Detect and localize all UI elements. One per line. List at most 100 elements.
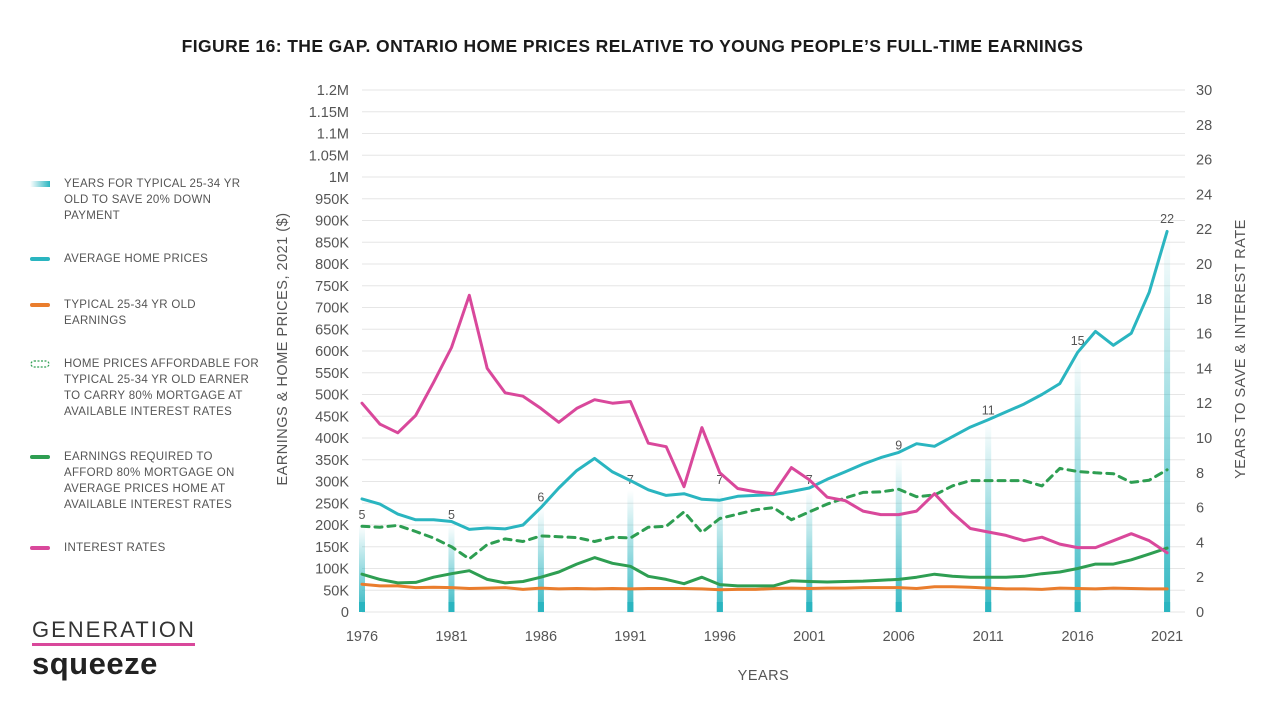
legend-swatch-earnings (30, 303, 50, 307)
years-bar-label: 22 (1160, 212, 1174, 226)
years-bar-base (1164, 602, 1171, 612)
x-axis-title: YEARS (738, 668, 790, 684)
y-left-axis-title: EARNINGS & HOME PRICES, 2021 ($) (275, 212, 291, 485)
y-left-tick-label: 500K (315, 388, 349, 404)
y-left-tick-label: 950K (315, 192, 349, 208)
y-left-tick-label: 350K (315, 453, 349, 469)
y-right-tick-label: 8 (1196, 466, 1204, 482)
legend-swatch-required (30, 455, 50, 459)
y-left-tick-label: 700K (315, 301, 349, 317)
y-left-tick-label: 50K (323, 583, 349, 599)
y-left-tick-label: 400K (315, 431, 349, 447)
legend-label-home-prices: AVERAGE HOME PRICES (64, 253, 209, 265)
years-bar (1074, 351, 1081, 612)
x-tick-label: 1996 (704, 629, 736, 645)
y-right-tick-label: 24 (1196, 187, 1212, 203)
legend-item-affordable: HOME PRICES AFFORDABLE FOR TYPICAL 25-34… (30, 356, 260, 420)
y-right-tick-label: 4 (1196, 535, 1204, 551)
x-tick-label: 1976 (346, 629, 378, 645)
y-right-tick-label: 12 (1196, 396, 1212, 412)
years-bar (895, 455, 902, 612)
y-left-tick-label: 1.2M (317, 83, 349, 99)
y-left-tick-label: 250K (315, 496, 349, 512)
series-line (360, 466, 1169, 561)
legend-item-home-prices: AVERAGE HOME PRICES (30, 251, 260, 267)
legend-item-interest: INTEREST RATES (30, 540, 260, 556)
x-tick-label: 2001 (793, 629, 825, 645)
years-bar-base (716, 602, 723, 612)
y-left-tick-label: 750K (315, 279, 349, 295)
x-tick-label: 2016 (1062, 629, 1094, 645)
legend-label-years: YEARS FOR TYPICAL 25-34 YR OLD TO SAVE 2… (64, 178, 241, 222)
y-left-tick-label: 1.15M (309, 105, 349, 121)
legend-label-interest: INTEREST RATES (64, 542, 166, 554)
years-bar (537, 507, 544, 612)
years-bar-base (627, 602, 634, 612)
years-bar (806, 490, 813, 612)
x-tick-label: 2011 (973, 629, 1004, 645)
legend-swatch-home-prices (30, 257, 50, 261)
legend-item-earnings: TYPICAL 25-34 YR OLD EARNINGS (30, 297, 260, 329)
years-bar-label: 6 (537, 491, 544, 505)
y-right-tick-label: 30 (1196, 83, 1212, 99)
years-bar (1164, 229, 1171, 612)
years-bar-label: 15 (1071, 334, 1085, 348)
y-left-tick-label: 1.1M (317, 127, 349, 143)
legend-swatch-interest (30, 546, 50, 550)
years-bar-base (537, 602, 544, 612)
legend-swatch-years (30, 181, 50, 187)
years-bar (359, 525, 365, 612)
y-left-tick-label: 600K (315, 344, 349, 360)
years-bar (985, 420, 992, 612)
years-bar-label: 5 (448, 508, 455, 522)
y-right-tick-label: 14 (1196, 361, 1212, 377)
series-line (360, 582, 1169, 592)
y-right-tick-label: 10 (1196, 431, 1212, 447)
x-tick-label: 2021 (1151, 629, 1183, 645)
legend-label-earnings: TYPICAL 25-34 YR OLD EARNINGS (64, 299, 196, 327)
y-left-tick-label: 200K (315, 518, 349, 534)
gridlines (362, 89, 1185, 613)
chart-title: FIGURE 16: THE GAP. ONTARIO HOME PRICES … (181, 36, 1084, 56)
series-lines (360, 229, 1169, 592)
legend-item-required: EARNINGS REQUIRED TO AFFORD 80% MORTGAGE… (30, 449, 260, 513)
series-line (360, 229, 1169, 531)
series-line (360, 546, 1169, 588)
y-right-tick-label: 26 (1196, 153, 1212, 169)
legend-label-required: EARNINGS REQUIRED TO AFFORD 80% MORTGAGE… (64, 451, 235, 511)
years-bar-label: 5 (359, 508, 366, 522)
y-right-tick-label: 6 (1196, 501, 1204, 517)
y-left-tick-label: 0 (341, 605, 349, 621)
years-bar-base (448, 602, 455, 612)
y-right-tick-label: 28 (1196, 118, 1212, 134)
years-bar-label: 7 (716, 473, 723, 487)
y-left-tick-label: 900K (315, 214, 349, 230)
y-right-tick-label: 16 (1196, 327, 1212, 343)
legend-label-affordable: HOME PRICES AFFORDABLE FOR TYPICAL 25-34… (64, 358, 260, 418)
y-right-tick-label: 2 (1196, 570, 1204, 586)
years-bar-base (806, 602, 813, 612)
y-right-tick-label: 20 (1196, 257, 1212, 273)
years-bar-base (985, 602, 992, 612)
generation-squeeze-logo: GENERATION squeeze (32, 618, 196, 680)
years-bar-base (359, 602, 365, 612)
y-left-tick-label: 850K (315, 235, 349, 251)
x-tick-label: 1981 (435, 629, 467, 645)
x-tick-label: 2006 (883, 629, 915, 645)
years-bar (627, 490, 634, 612)
y-left-tick-label: 100K (315, 562, 349, 578)
y-right-tick-label: 22 (1196, 222, 1212, 238)
y-left-tick-label: 1M (329, 170, 349, 186)
series-line (360, 293, 1169, 555)
y-left-tick-label: 650K (315, 322, 349, 338)
legend-item-years: YEARS FOR TYPICAL 25-34 YR OLD TO SAVE 2… (30, 176, 260, 224)
y-left-tick-label: 150K (315, 540, 349, 556)
years-bar (448, 525, 455, 612)
y-left-tick-label: 450K (315, 409, 349, 425)
years-bar-base (1074, 602, 1081, 612)
x-tick-label: 1991 (614, 629, 646, 645)
y-right-axis-title: YEARS TO SAVE & INTEREST RATE (1233, 219, 1249, 479)
logo-top-text: GENERATION (32, 617, 196, 642)
